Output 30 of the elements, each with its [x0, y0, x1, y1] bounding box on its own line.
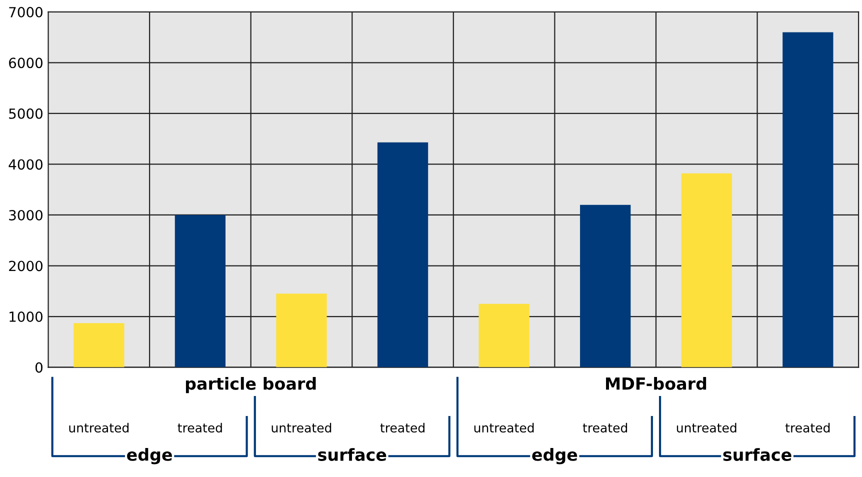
bar	[478, 304, 530, 368]
bar	[74, 323, 124, 368]
y-tick-label: 2000	[9, 260, 42, 272]
x-tick-label: treated	[178, 422, 222, 433]
y-tick-label: 1000	[10, 311, 42, 322]
text: surface	[318, 448, 386, 461]
bar	[174, 214, 226, 368]
y-tick-label: 4000	[8, 159, 42, 170]
y-tick-label: 3000	[9, 210, 42, 220]
x-tick-label: untreated	[676, 422, 736, 433]
x-tick-label: untreated	[272, 422, 332, 433]
y-tick-label: 7000	[9, 6, 42, 18]
bar	[580, 204, 631, 368]
text: MDF-board	[606, 376, 706, 390]
text: edge	[127, 448, 172, 464]
x-tick-label: untreated	[69, 422, 129, 433]
bar	[681, 173, 732, 368]
x-tick-label: treated	[380, 422, 424, 433]
bar	[276, 294, 327, 368]
text: particle board	[186, 376, 316, 394]
x-tick-label: treated	[582, 422, 628, 433]
bar	[782, 32, 834, 368]
text: edge	[532, 448, 578, 464]
y-tick-label: 5000	[9, 108, 42, 119]
x-tick-label: untreated	[474, 422, 534, 433]
x-tick-label: treated	[785, 422, 830, 433]
y-tick-label: 6000	[9, 58, 42, 68]
text: surface	[723, 448, 792, 461]
bar	[377, 142, 428, 368]
y-tick-label: 0	[35, 362, 42, 373]
